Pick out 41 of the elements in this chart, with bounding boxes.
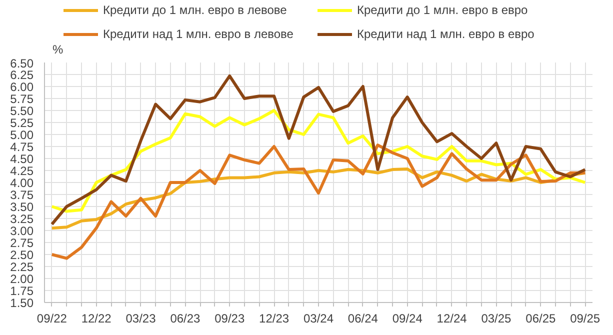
y-tick-label: 2.25 [10,260,34,274]
x-tick-label: 06/25 [526,312,556,326]
x-tick-label: 09/22 [36,312,68,326]
y-tick-label: 2.75 [10,236,34,250]
x-tick-label: 06/24 [348,312,378,326]
x-tick-label: 12/24 [436,312,468,326]
x-tick-label: 12/22 [81,312,112,326]
y-tick-label: 1.75 [10,284,34,298]
y-tick-label: 1.50 [10,296,34,310]
y-tick-label: 2.00 [10,272,34,286]
y-tick-label: 5.00 [10,128,34,142]
x-tick-label: 03/23 [126,312,156,326]
y-tick-label: 2.50 [10,248,34,262]
x-tick-label: 03/24 [303,312,334,326]
line-series [50,74,587,226]
line-series [50,144,587,260]
y-tick-label: 5.25 [10,116,34,130]
y-tick-label: 3.75 [10,188,34,202]
legend-label: Кредити над 1 млн. евро в евро [357,27,536,41]
y-tick-label: 4.75 [10,140,34,154]
x-tick-label: 06/23 [170,312,201,326]
x-tick-label: 09/23 [214,312,245,326]
y-tick-label: 3.00 [10,224,34,238]
x-tick-label: 12/23 [259,312,290,326]
y-tick-label: 3.25 [10,212,34,226]
y-tick-label: 6.00 [10,80,34,94]
y-tick-label: 5.75 [10,92,34,106]
x-tick-label: 03/25 [481,312,512,326]
legend-label: Кредити над 1 млн. евро в левове [103,27,294,41]
legend-label: Кредити до 1 млн. евро в левове [103,3,288,17]
y-tick-label: 6.50 [10,56,34,70]
y-tick-label: 5.50 [10,104,34,118]
y-tick-label: 4.00 [10,176,34,190]
x-tick-label: 09/25 [570,312,600,326]
legend-label: Кредити до 1 млн. евро в евро [357,3,529,17]
y-axis-title: % [52,42,64,56]
y-tick-label: 4.50 [10,152,34,166]
y-tick-label: 4.25 [10,164,34,178]
y-tick-label: 6.25 [10,68,34,82]
x-tick-label: 09/24 [392,312,423,326]
y-tick-label: 3.50 [10,200,34,214]
